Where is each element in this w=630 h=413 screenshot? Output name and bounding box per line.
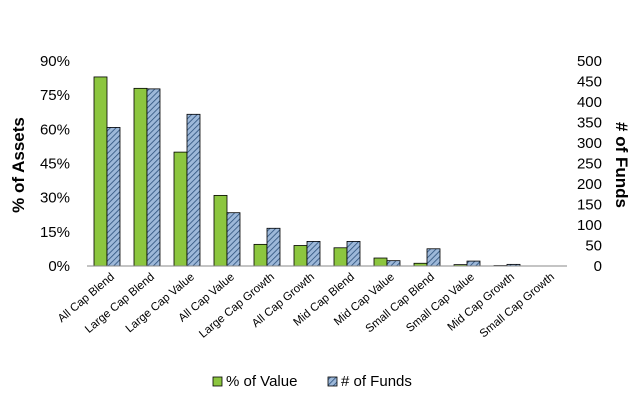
category-label: Small Cap Value: [404, 271, 477, 335]
y2-tick-label: 250: [577, 156, 602, 173]
y-tick-label: 75%: [40, 87, 70, 104]
y2-tick-label: 200: [577, 176, 602, 193]
bar-pct-value: [133, 87, 148, 267]
y2-tick-label: 300: [577, 135, 602, 152]
bar-pct-value: [173, 151, 188, 267]
y2-tick-label: 500: [577, 53, 602, 70]
right-axis-ticks: 0 50 100 150 200 250 300 350 400 450 500: [577, 53, 602, 275]
legend: % of Value # of Funds: [212, 373, 412, 390]
y2-tick-label: 350: [577, 115, 602, 132]
y-tick-label: 90%: [40, 53, 70, 70]
legend-label-pct-value: % of Value: [226, 373, 297, 390]
category-label: Large Cap Growth: [197, 271, 277, 341]
left-axis-ticks: 0% 15% 30% 45% 60% 75% 90%: [40, 53, 70, 275]
bar-fund-count: [426, 248, 441, 267]
bar-fund-count: [146, 88, 161, 267]
bar-fund-count: [346, 240, 361, 267]
y2-axis-title: # of Funds: [612, 122, 630, 208]
y-tick-label: 0%: [48, 258, 70, 275]
category-label: Small Cap Blend: [364, 271, 437, 335]
bar-pct-value: [213, 194, 228, 267]
y-tick-label: 45%: [40, 156, 70, 173]
y2-tick-label: 0: [594, 258, 602, 275]
category-label: Mid Cap Growth: [446, 271, 517, 334]
legend-swatch-pct-value: [212, 376, 223, 387]
y2-tick-label: 150: [577, 197, 602, 214]
bar-pct-value: [373, 257, 388, 267]
bar-fund-count: [266, 227, 281, 267]
y-tick-label: 60%: [40, 121, 70, 138]
bar-pct-value: [333, 247, 348, 267]
category-label: Small Cap Growth: [478, 271, 557, 340]
y2-tick-label: 100: [577, 217, 602, 234]
y-tick-label: 15%: [40, 224, 70, 241]
bar-pct-value: [253, 243, 268, 267]
bar-pct-value: [293, 245, 308, 267]
category-label: Large Cap Value: [124, 271, 197, 335]
category-label: Large Cap Blend: [83, 271, 157, 336]
bar-fund-count: [386, 260, 401, 267]
y-axis-title: % of Assets: [9, 117, 28, 213]
bar-fund-count: [106, 127, 121, 267]
y2-tick-label: 50: [585, 238, 602, 255]
legend-label-fund-count: # of Funds: [341, 373, 412, 390]
bar-fund-count: [186, 113, 201, 267]
bar-fund-count: [226, 212, 241, 267]
bar-fund-count: [306, 240, 321, 267]
y2-tick-label: 450: [577, 74, 602, 91]
bar-fund-count: [466, 260, 481, 267]
y-tick-label: 30%: [40, 190, 70, 207]
legend-swatch-fund-count: [327, 376, 338, 387]
y2-tick-label: 400: [577, 94, 602, 111]
bars: [93, 76, 521, 267]
bar-pct-value: [93, 76, 108, 267]
